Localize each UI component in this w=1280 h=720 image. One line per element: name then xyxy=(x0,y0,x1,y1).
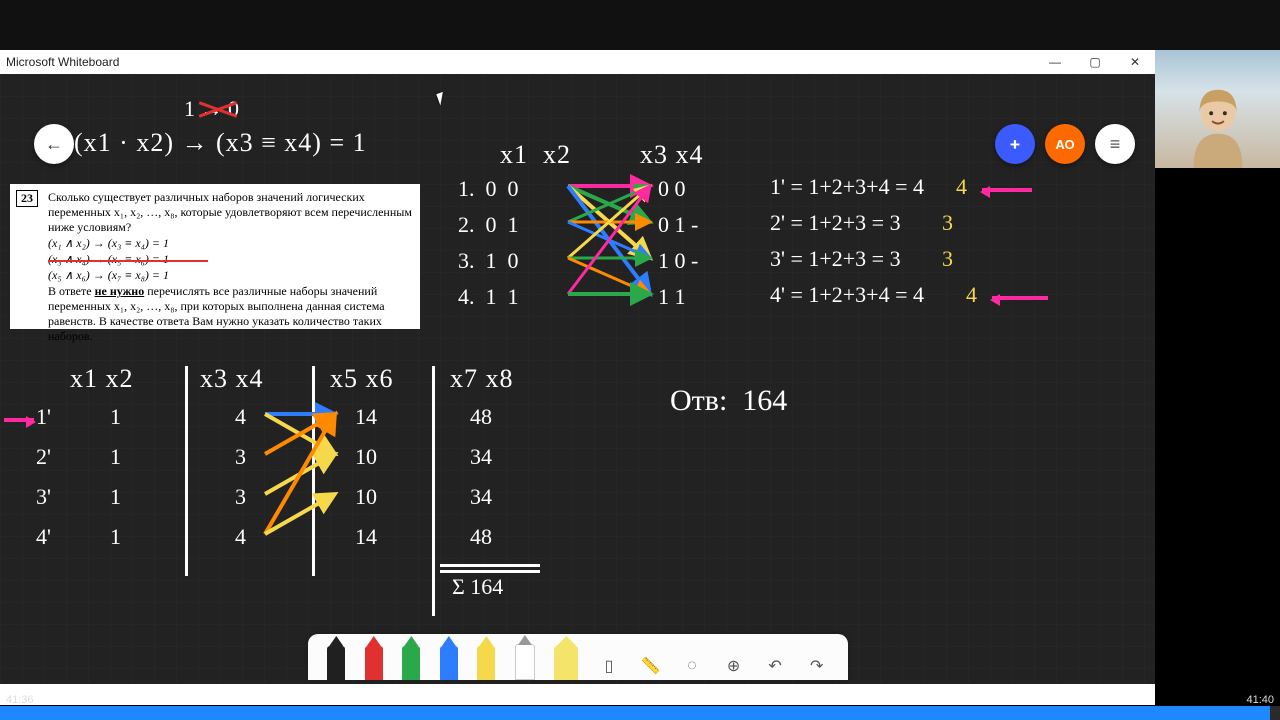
hw-c2-4: 4 xyxy=(235,524,246,550)
hw-hdr-x12: x1 x2 xyxy=(500,140,571,170)
pen-red[interactable] xyxy=(365,646,383,680)
back-button[interactable]: ← xyxy=(34,124,74,164)
hw-answer: Отв: 164 xyxy=(670,384,787,418)
table-divider-3 xyxy=(432,366,435,616)
mouse-cursor-icon xyxy=(436,90,450,105)
pen-blue[interactable] xyxy=(440,646,458,680)
pen-black[interactable] xyxy=(327,646,345,680)
hw-rlbl-3: 3' xyxy=(36,484,51,510)
hw-sum: Σ 164 xyxy=(452,574,503,600)
whiteboard-canvas[interactable]: ← ᚐ АО ≡ 1 → 0 (x1 · x2) → (x3 ≡ x4) = 1… xyxy=(0,74,1155,684)
maximize-button[interactable]: ▢ xyxy=(1075,50,1115,74)
hw-rhs-3: 3' = 1+2+3 = 3 xyxy=(770,246,901,272)
hw-c1-4: 1 xyxy=(110,524,121,550)
menu-icon: ≡ xyxy=(1110,134,1121,155)
table-divider-1 xyxy=(185,366,188,576)
title-bar: Microsoft Whiteboard — ▢ ✕ xyxy=(0,50,1155,74)
hw-row-left-3: 3. 1 0 xyxy=(458,248,519,274)
pink-arrow-1 xyxy=(982,188,1032,192)
problem-text-2: В ответе не нужно перечислять все различ… xyxy=(48,284,412,344)
ruler-tool[interactable]: 📏 xyxy=(640,652,662,680)
hw-c2-2: 3 xyxy=(235,444,246,470)
hw-rhs-4y: 4 xyxy=(966,282,977,308)
hw-c4-4: 48 xyxy=(470,524,492,550)
user-avatar[interactable]: АО xyxy=(1045,124,1085,164)
hw-thdr-4: x7 x8 xyxy=(450,364,514,394)
problem-eq-2: (x₃ ∧ x₄) → (x₅ ≡ x₆) = 1 xyxy=(48,252,412,267)
pen-white[interactable] xyxy=(515,644,535,680)
hw-rhs-4: 4' = 1+2+3+4 = 4 xyxy=(770,282,924,308)
hw-c3-1: 14 xyxy=(355,404,377,430)
hw-row-left-1: 1. 0 0 xyxy=(458,176,519,202)
window-title: Microsoft Whiteboard xyxy=(0,55,119,69)
hw-main-formula: (x1 · x2) → (x3 ≡ x4) = 1 xyxy=(74,128,367,158)
eraser-tool[interactable]: ▯ xyxy=(598,652,620,680)
hw-thdr-1: x1 x2 xyxy=(70,364,134,394)
hw-rhs-2y: 3 xyxy=(942,210,953,236)
pen-green[interactable] xyxy=(402,646,420,680)
share-button[interactable]: ᚐ xyxy=(995,124,1035,164)
hw-rlbl-2: 2' xyxy=(36,444,51,470)
hw-rhs-3y: 3 xyxy=(942,246,953,272)
hw-c3-3: 10 xyxy=(355,484,377,510)
add-tool[interactable]: ⊕ xyxy=(723,652,745,680)
settings-button[interactable]: ≡ xyxy=(1095,124,1135,164)
pink-arrow-row1 xyxy=(4,418,34,422)
hw-rhs-1: 1' = 1+2+3+4 = 4 xyxy=(770,174,924,200)
hw-row-left-4: 4. 1 1 xyxy=(458,284,519,310)
redo-button[interactable]: ↷ xyxy=(806,652,828,680)
highlighter[interactable] xyxy=(554,646,578,680)
hw-c2-1: 4 xyxy=(235,404,246,430)
problem-eq-1: (x₁ ∧ x₂) → (x₁ ∧ x₂) → (x₃ ≡ x₄) = 1(x₃… xyxy=(48,236,412,251)
undo-button[interactable]: ↶ xyxy=(764,652,786,680)
minimize-button[interactable]: — xyxy=(1035,50,1075,74)
hw-c1-1: 1 xyxy=(110,404,121,430)
hw-rhs-1y: 4 xyxy=(956,174,967,200)
sum-rule-1 xyxy=(440,564,540,567)
col-transition-arrows xyxy=(255,404,345,564)
avatar-initials: АО xyxy=(1055,137,1074,152)
transition-arrows xyxy=(568,174,668,324)
hw-rlbl-1: 1' xyxy=(36,404,51,430)
hw-c3-2: 10 xyxy=(355,444,377,470)
back-arrow-icon: ← xyxy=(45,134,63,155)
webcam-thumbnail xyxy=(1155,50,1280,168)
hw-hdr-x34: x3 x4 xyxy=(640,140,704,170)
problem-text-1: Сколько существует различных наборов зна… xyxy=(48,190,412,235)
hw-c1-3: 1 xyxy=(110,484,121,510)
problem-statement-card: 23 Сколько существует различных наборов … xyxy=(10,184,420,329)
video-time-total: 41:40 xyxy=(1246,694,1274,706)
video-time-elapsed: 41:36 xyxy=(6,694,34,706)
problem-eq-3: (x₅ ∧ x₆) → (x₇ ≡ x₈) = 1 xyxy=(48,268,412,283)
hw-c4-3: 34 xyxy=(470,484,492,510)
pen-yellow[interactable] xyxy=(477,646,495,680)
hw-thdr-2: x3 x4 xyxy=(200,364,264,394)
hw-row-left-2: 2. 0 1 xyxy=(458,212,519,238)
red-cross-annotation xyxy=(198,94,238,122)
close-button[interactable]: ✕ xyxy=(1115,50,1155,74)
lasso-tool[interactable]: ◌ xyxy=(681,652,703,680)
people-icon: ᚐ xyxy=(1011,134,1019,154)
pen-toolbar: ▯ 📏 ◌ ⊕ ↶ ↷ xyxy=(308,634,848,680)
hw-c4-1: 48 xyxy=(470,404,492,430)
hw-c1-2: 1 xyxy=(110,444,121,470)
problem-number: 23 xyxy=(16,190,38,207)
video-progress-bar[interactable] xyxy=(0,706,1280,720)
hw-rhs-2: 2' = 1+2+3 = 3 xyxy=(770,210,901,236)
hw-thdr-3: x5 x6 xyxy=(330,364,394,394)
pink-arrow-4 xyxy=(992,296,1048,300)
hw-rlbl-4: 4' xyxy=(36,524,51,550)
person-icon xyxy=(1183,80,1253,168)
sum-rule-2 xyxy=(440,570,540,573)
hw-c2-3: 3 xyxy=(235,484,246,510)
hw-c4-2: 34 xyxy=(470,444,492,470)
hw-c3-4: 14 xyxy=(355,524,377,550)
whiteboard-window: Microsoft Whiteboard — ▢ ✕ ← ᚐ АО ≡ xyxy=(0,50,1155,705)
